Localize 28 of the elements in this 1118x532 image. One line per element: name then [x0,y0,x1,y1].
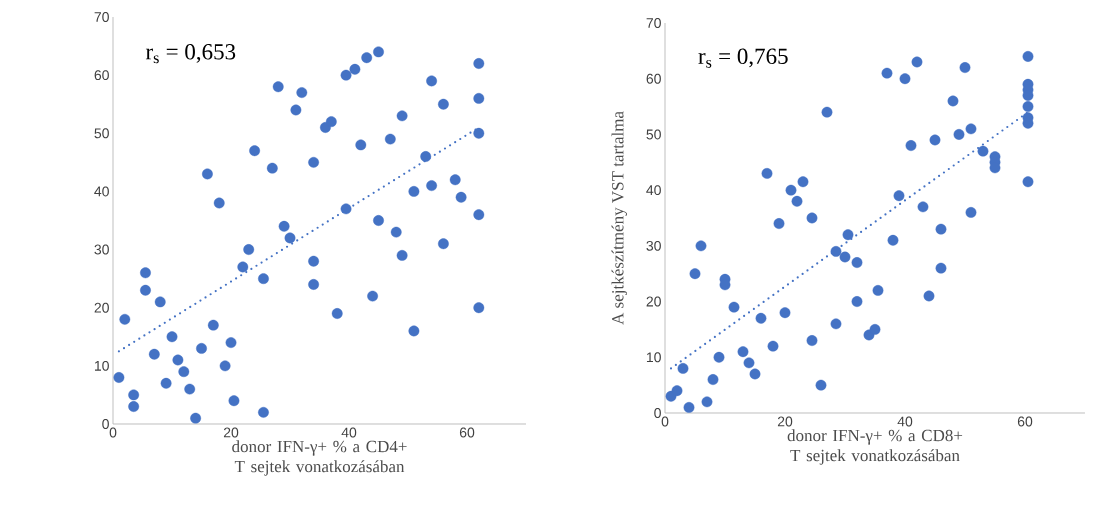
y-tick-label: 40 [94,186,109,197]
y-tick-label: 0 [654,408,661,418]
y-tick-label: 70 [646,18,661,28]
annotation: r$_{s}$ = 0,653 [145,44,236,64]
x-tick-label: 60 [459,427,475,438]
x-tick-label: 20 [777,416,793,427]
x-tick-label: 60 [1017,416,1033,427]
x-tick-label: 40 [897,416,913,427]
y-tick-label: 20 [94,302,109,313]
y-tick-label: 40 [646,185,661,196]
y-tick-label: 50 [646,129,661,140]
x-tick-label: 0 [661,416,669,427]
y-tick-label: 30 [646,240,661,251]
y-tick-label: 20 [646,296,661,307]
y-tick-label: 50 [94,128,109,139]
x-axis-title: donor IFN-γ+ % a CD4+ T sejtek vonatkozásában [232,440,407,476]
y-tick-label: 70 [94,12,109,22]
x-tick-label: 40 [341,427,357,438]
y-tick-label: 10 [646,352,661,363]
x-axis-title: donor IFN-γ+ % a CD8+ T sejtek vonatkozásában [787,429,963,465]
x-tick-label: 20 [223,427,239,438]
y-tick-label: 10 [94,360,109,371]
x-tick-label: 0 [109,427,117,438]
y-axis-title: A sejtkészítmény VST tartalma [611,111,628,325]
y-tick-label: 30 [94,244,109,255]
y-tick-label: 60 [646,73,661,84]
annotation: r$_{s}$ = 0,765 [698,48,788,68]
y-tick-label: 60 [94,70,109,81]
